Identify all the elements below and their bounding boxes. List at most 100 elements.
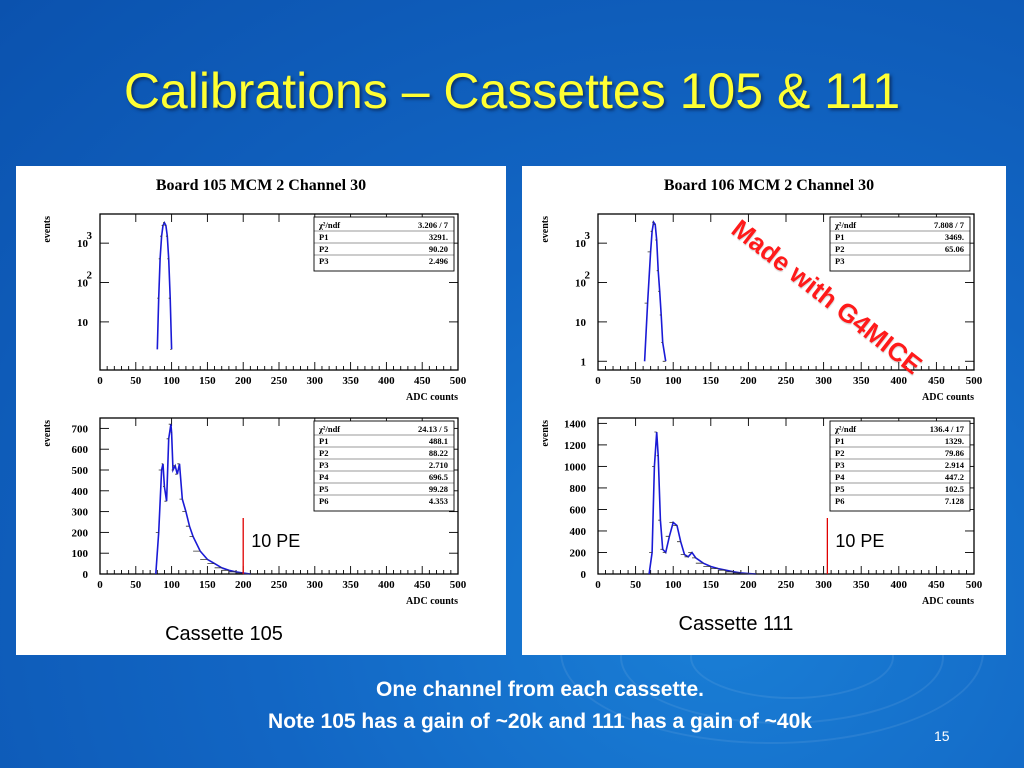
page-number: 15 (934, 728, 950, 744)
stats-key: P2 (319, 244, 328, 254)
y-tick-label: 10 (575, 317, 587, 329)
stats-key: P1 (835, 436, 844, 446)
left-chart-svg: Board 105 MCM 2 Channel 300 50 100 150 200 25… (42, 177, 467, 645)
x-tick-label: 400 (378, 579, 395, 591)
y-axis-title: events (42, 216, 53, 243)
x-tick-label: 200 (740, 579, 757, 591)
stats-key: P5 (835, 484, 844, 494)
stats-value: 7.808 / 7 (934, 220, 965, 230)
stats-box (829, 420, 971, 512)
x-tick-label: 50 (630, 579, 642, 591)
x-tick-label: 300 (815, 579, 832, 591)
stats-value: 90.20 (429, 244, 448, 254)
stats-value: 2.914 (945, 460, 965, 470)
x-tick-label: 200 (235, 375, 252, 387)
x-tick-label: 500 (450, 579, 467, 591)
plot-title: Board 105 MCM 2 Channel 30 (156, 177, 366, 194)
x-tick-label: 350 (342, 375, 359, 387)
stats-value: 88.22 (429, 448, 448, 458)
x-tick-label: 150 (703, 579, 720, 591)
x-tick-label: 400 (891, 375, 908, 387)
y-tick-exponent: 2 (87, 270, 93, 282)
stats-key: P6 (835, 496, 844, 506)
x-tick-label: 150 (199, 579, 216, 591)
y-tick-label: 200 (570, 547, 587, 559)
stats-key: χ²/ndf (834, 424, 856, 434)
stats-value: 696.5 (429, 472, 448, 482)
x-tick-label: 350 (853, 579, 870, 591)
x-tick-label: 250 (271, 579, 288, 591)
histogram-curve (156, 220, 173, 350)
x-tick-label: 150 (199, 375, 216, 387)
histogram-steps (157, 222, 172, 350)
histogram-steps (644, 221, 666, 362)
x-tick-label: 100 (665, 375, 682, 387)
x-tick-label: 450 (414, 579, 431, 591)
right-chart-panel: Board 106 MCM 2 Channel 30 0 50 100 150 200 25… (522, 166, 1006, 655)
histogram-steps (155, 423, 251, 575)
x-tick-label: 350 (853, 375, 870, 387)
y-tick-label: 700 (72, 423, 89, 435)
x-tick-label: 500 (966, 375, 983, 387)
stats-value: 447.2 (945, 472, 964, 482)
x-tick-label: 250 (778, 375, 795, 387)
x-tick-label: 450 (928, 579, 945, 591)
x-tick-label: 200 (235, 579, 252, 591)
ten-pe-label: 10 PE (835, 531, 884, 551)
y-tick-label: 10 (77, 278, 89, 290)
x-tick-label: 100 (665, 579, 682, 591)
stats-key: P2 (319, 448, 328, 458)
y-tick-label: 0 (83, 569, 89, 581)
x-tick-label: 250 (271, 375, 288, 387)
x-axis-title: ADC counts (406, 596, 458, 607)
stats-key: P3 (319, 460, 328, 470)
stats-value: 2.710 (429, 460, 448, 470)
y-tick-label: 400 (72, 486, 89, 498)
x-tick-label: 400 (891, 579, 908, 591)
x-tick-label: 300 (307, 375, 324, 387)
y-tick-label: 600 (570, 504, 587, 516)
stats-key: P4 (835, 472, 845, 482)
y-tick-label: 100 (72, 548, 89, 560)
right-chart-svg: Board 106 MCM 2 Channel 300 50 100 150 200 25… (540, 177, 983, 635)
x-tick-label: 0 (97, 579, 103, 591)
histogram-curve (648, 431, 756, 575)
y-tick-label: 800 (570, 483, 587, 495)
y-tick-label: 10 (575, 238, 587, 250)
stats-value: 3.206 / 7 (418, 220, 449, 230)
y-tick-label: 1400 (564, 418, 587, 430)
x-tick-label: 300 (307, 579, 324, 591)
x-axis-title: ADC counts (406, 392, 458, 403)
stats-key: P6 (319, 496, 328, 506)
stats-value: 2.496 (429, 256, 448, 266)
x-tick-label: 350 (342, 579, 359, 591)
x-tick-label: 250 (778, 579, 795, 591)
stats-key: P1 (319, 232, 328, 242)
stats-value: 488.1 (429, 436, 448, 446)
stats-box (313, 420, 455, 512)
y-tick-exponent: 2 (585, 270, 591, 282)
y-tick-label: 300 (72, 507, 89, 519)
stats-value: 4.353 (429, 496, 448, 506)
plot-title: Board 106 MCM 2 Channel 30 (664, 177, 874, 194)
x-tick-label: 100 (163, 375, 180, 387)
footer-line-1: One channel from each cassette. (376, 678, 704, 701)
stats-key: P1 (835, 232, 844, 242)
x-tick-label: 150 (703, 375, 720, 387)
x-axis-title: ADC counts (922, 392, 974, 403)
stats-value: 1329. (945, 436, 964, 446)
x-tick-label: 0 (595, 579, 601, 591)
x-tick-label: 500 (966, 579, 983, 591)
stats-key: P3 (319, 256, 328, 266)
y-axis-title: events (42, 420, 53, 447)
stats-key: P3 (835, 256, 844, 266)
stats-key: P4 (319, 472, 329, 482)
x-tick-label: 400 (378, 375, 395, 387)
x-tick-label: 450 (928, 375, 945, 387)
stats-value: 102.5 (945, 484, 964, 494)
cassette-caption: Cassette 105 (165, 623, 283, 645)
stats-box (829, 216, 971, 272)
stats-value: 24.13 / 5 (418, 424, 448, 434)
histogram-curve (643, 220, 667, 362)
y-tick-label: 400 (570, 526, 587, 538)
